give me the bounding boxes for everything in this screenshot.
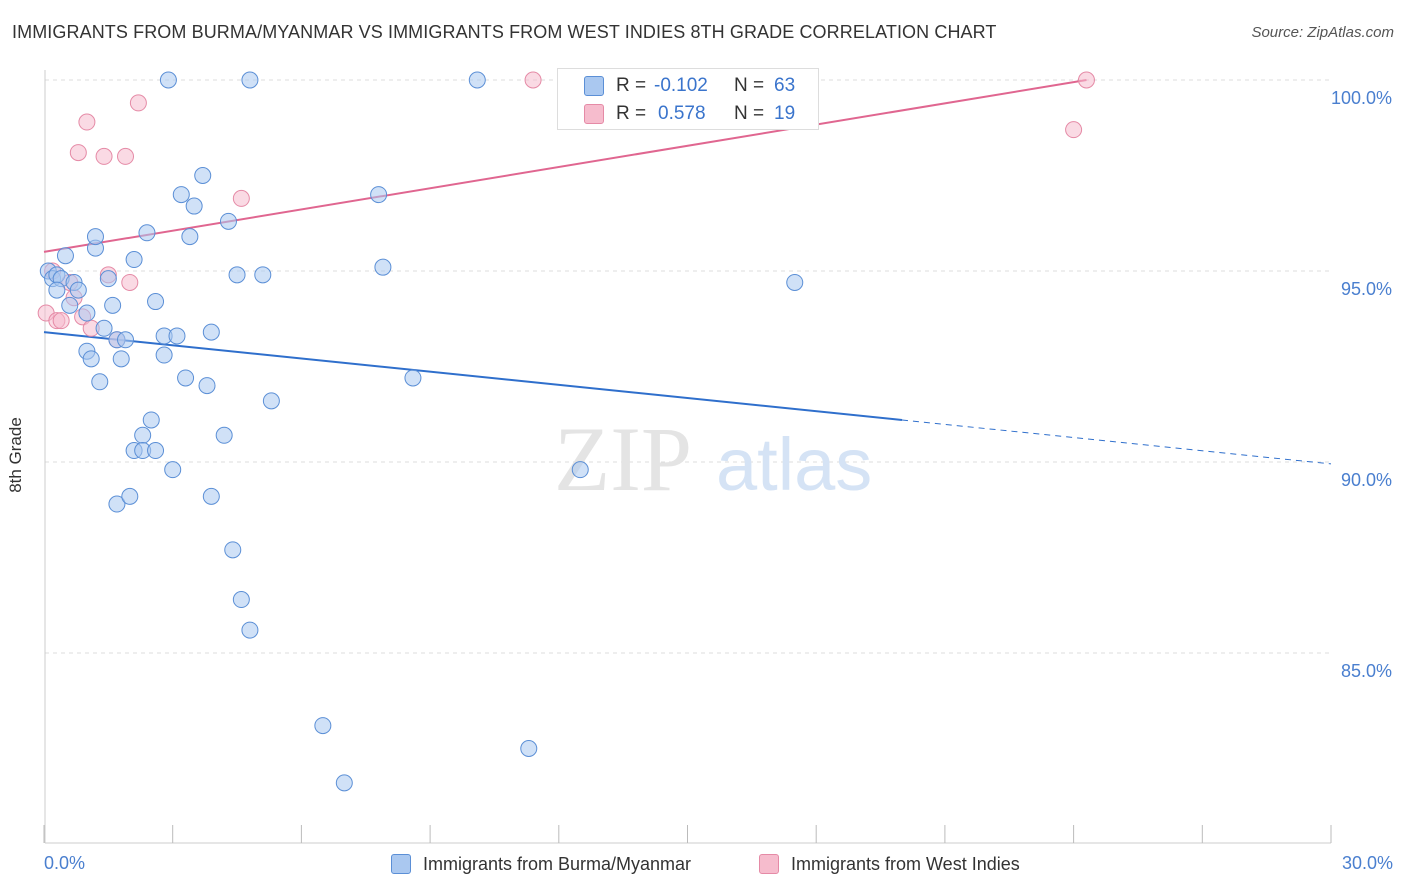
point-burma: [112, 350, 130, 368]
watermark-atlas: atlas: [716, 423, 872, 506]
y-tick-label: 90.0%: [1341, 470, 1392, 490]
trend-line-burma: [43, 331, 903, 421]
point-burma: [56, 247, 74, 265]
point-burma: [121, 487, 139, 505]
point-westindies: [117, 147, 135, 165]
n-value: 63: [774, 75, 796, 96]
point-burma: [198, 377, 216, 395]
point-burma: [254, 266, 272, 284]
point-burma: [172, 186, 190, 204]
point-westindies: [524, 71, 542, 89]
point-westindies: [52, 312, 70, 330]
r-label: R =: [616, 103, 647, 124]
gridlines: [45, 79, 1331, 654]
point-burma: [219, 212, 237, 230]
point-burma: [468, 71, 486, 89]
point-burma: [215, 426, 233, 444]
axes: [43, 70, 1332, 844]
point-burma: [155, 346, 173, 364]
n-label: N =: [734, 75, 765, 96]
legend-burma: Immigrants from Burma/Myanmar: [391, 852, 691, 876]
point-burma: [168, 327, 186, 345]
trend-line-burma-extension: [901, 419, 1332, 465]
point-westindies: [69, 144, 87, 162]
point-burma: [125, 251, 143, 269]
point-burma: [164, 461, 182, 479]
legend-pink-swatch: [759, 854, 779, 874]
point-burma: [228, 266, 246, 284]
watermark-zip: ZIP: [554, 408, 692, 510]
point-burma: [177, 369, 195, 387]
point-westindies: [95, 147, 113, 165]
point-burma: [95, 319, 113, 337]
point-burma: [314, 717, 332, 735]
trend-line-westindies: [43, 79, 1087, 253]
y-tick-label: 85.0%: [1341, 661, 1392, 681]
point-burma: [786, 273, 804, 291]
pink-swatch: [584, 104, 604, 124]
watermark: ZIP atlas: [554, 408, 872, 510]
point-burma: [374, 258, 392, 276]
n-value: 19: [774, 103, 796, 124]
point-burma: [404, 369, 422, 387]
r-value: -0.102: [654, 75, 708, 96]
point-burma: [86, 228, 104, 246]
point-burma: [61, 296, 79, 314]
point-burma: [241, 71, 259, 89]
r-label: R =: [616, 75, 647, 96]
point-westindies: [232, 189, 250, 207]
point-burma: [91, 373, 109, 391]
point-burma: [185, 197, 203, 215]
point-burma: [202, 487, 220, 505]
point-burma: [82, 350, 100, 368]
point-burma: [181, 228, 199, 246]
point-burma: [108, 495, 126, 513]
point-burma: [232, 591, 250, 609]
y-tick-label: 95.0%: [1341, 279, 1392, 299]
point-burma: [48, 281, 66, 299]
blue-swatch: [584, 76, 604, 96]
point-burma: [147, 293, 165, 311]
x-tick-label: 30.0%: [1342, 853, 1393, 873]
point-burma: [370, 186, 388, 204]
point-westindies: [129, 94, 147, 112]
point-westindies: [1077, 71, 1095, 89]
point-burma: [104, 296, 122, 314]
point-burma: [138, 224, 156, 242]
x-tick-label: 0.0%: [44, 853, 85, 873]
point-burma: [194, 167, 212, 184]
point-burma: [335, 774, 353, 792]
point-burma: [262, 392, 280, 410]
point-burma: [117, 331, 135, 349]
data-points: [37, 71, 1095, 792]
point-burma: [520, 740, 538, 757]
source-label: Source: ZipAtlas.com: [1251, 24, 1394, 41]
point-westindies: [1065, 121, 1083, 139]
legend-westindies: Immigrants from West Indies: [759, 852, 1020, 876]
stats-legend: R = -0.102 N = 63 R = 0.578 N = 19: [557, 68, 819, 130]
n-label: N =: [734, 103, 765, 124]
point-burma: [134, 426, 152, 444]
point-burma: [78, 304, 96, 322]
y-tick-label: 100.0%: [1331, 88, 1392, 108]
point-westindies: [121, 273, 139, 291]
trend-lines: [43, 79, 1332, 465]
point-burma: [99, 270, 117, 288]
legend-blue-swatch: [391, 854, 411, 874]
point-westindies: [78, 113, 96, 131]
legend-burma-label: Immigrants from Burma/Myanmar: [423, 853, 692, 874]
point-burma: [69, 281, 87, 299]
chart-title: IMMIGRANTS FROM BURMA/MYANMAR VS IMMIGRA…: [12, 22, 997, 42]
point-burma: [241, 621, 259, 639]
point-burma: [159, 71, 177, 89]
point-burma: [202, 323, 220, 341]
point-burma: [142, 411, 160, 429]
point-burma: [571, 461, 589, 479]
r-value: 0.578: [658, 103, 706, 124]
point-burma: [224, 541, 242, 559]
legend-westindies-label: Immigrants from West Indies: [791, 853, 1020, 874]
point-burma: [147, 442, 165, 460]
tick-labels: 85.0% 90.0% 95.0% 100.0% 0.0% 30.0%: [44, 88, 1393, 873]
